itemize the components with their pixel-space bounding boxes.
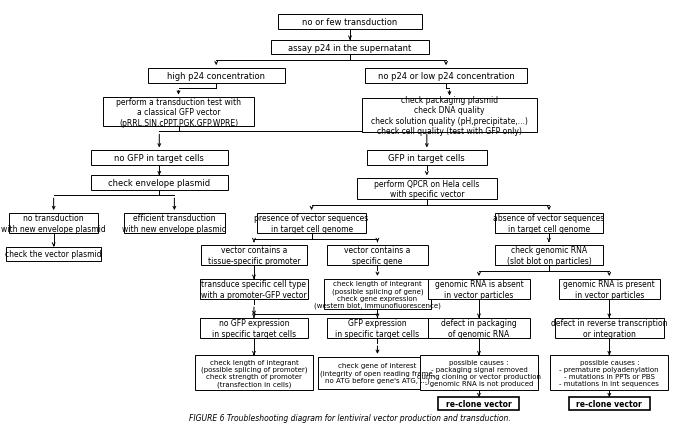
FancyBboxPatch shape [367, 151, 487, 166]
Text: no GFP expression
in specific target cells: no GFP expression in specific target cel… [212, 319, 296, 338]
FancyBboxPatch shape [327, 318, 428, 338]
FancyBboxPatch shape [6, 247, 101, 261]
FancyBboxPatch shape [555, 318, 664, 338]
Text: vector contains a
specific gene: vector contains a specific gene [344, 246, 411, 265]
FancyBboxPatch shape [569, 397, 650, 410]
Text: possible causes :
- premature polyadenylation
- mutations in PPTs or PBS
- mutat: possible causes : - premature polyadenyl… [559, 359, 659, 386]
Text: perform QPCR on Hela cells
with specific vector: perform QPCR on Hela cells with specific… [374, 180, 480, 199]
FancyBboxPatch shape [365, 69, 526, 83]
FancyBboxPatch shape [428, 279, 530, 300]
Text: check genomic RNA
(slot blot on particles): check genomic RNA (slot blot on particle… [507, 246, 592, 265]
FancyBboxPatch shape [91, 151, 228, 166]
FancyBboxPatch shape [495, 245, 603, 266]
FancyBboxPatch shape [495, 213, 603, 234]
FancyBboxPatch shape [278, 15, 422, 30]
FancyBboxPatch shape [124, 213, 225, 234]
Text: assay p24 in the supernatant: assay p24 in the supernatant [288, 43, 412, 52]
Text: no transduction
with new envelope plasmid: no transduction with new envelope plasmi… [1, 214, 106, 233]
FancyBboxPatch shape [356, 179, 497, 200]
Text: check the vector plasmid: check the vector plasmid [6, 250, 102, 259]
FancyBboxPatch shape [438, 397, 519, 410]
Text: check envelope plasmid: check envelope plasmid [108, 179, 211, 188]
FancyBboxPatch shape [559, 279, 660, 300]
Text: genomic RNA is absent
in vector particles: genomic RNA is absent in vector particle… [435, 280, 524, 299]
Text: GFP in target cells: GFP in target cells [389, 154, 466, 163]
FancyBboxPatch shape [327, 245, 428, 266]
Text: GFP expression
in specific target cells: GFP expression in specific target cells [335, 319, 419, 338]
FancyBboxPatch shape [550, 356, 668, 390]
FancyBboxPatch shape [91, 176, 228, 190]
FancyBboxPatch shape [428, 318, 530, 338]
FancyBboxPatch shape [420, 356, 538, 390]
FancyBboxPatch shape [9, 213, 98, 234]
FancyBboxPatch shape [362, 99, 537, 132]
FancyBboxPatch shape [324, 279, 430, 310]
Text: genomic RNA is present
in vector particles: genomic RNA is present in vector particl… [564, 280, 655, 299]
Text: defect in reverse transcription
or integration: defect in reverse transcription or integ… [551, 319, 668, 338]
Text: check gene of interest
(integrity of open reading frame,
no ATG before gene's AT: check gene of interest (integrity of ope… [320, 362, 435, 383]
FancyBboxPatch shape [201, 245, 307, 266]
Text: no GFP in target cells: no GFP in target cells [114, 154, 204, 163]
Text: no or few transduction: no or few transduction [302, 18, 398, 27]
Text: presence of vector sequences
in target cell genome: presence of vector sequences in target c… [255, 214, 369, 233]
Text: absence of vector sequences
in target cell genome: absence of vector sequences in target ce… [494, 214, 605, 233]
Text: check packaging plasmid
check DNA quality
check solution quality (pH,precipitate: check packaging plasmid check DNA qualit… [371, 96, 528, 136]
Text: efficient transduction
with new envelope plasmid: efficient transduction with new envelope… [122, 214, 227, 233]
Text: perform a transduction test with
a classical GFP vector
(pRRL.SIN.cPPT.PGK.GFP.W: perform a transduction test with a class… [116, 98, 241, 127]
FancyBboxPatch shape [148, 69, 285, 83]
Text: vector contains a
tissue-specific promoter: vector contains a tissue-specific promot… [208, 246, 300, 265]
Text: high p24 concentration: high p24 concentration [167, 72, 265, 81]
FancyBboxPatch shape [103, 98, 254, 127]
Text: possible causes :
- packaging signal removed
during cloning or vector production: possible causes : - packaging signal rem… [417, 359, 541, 386]
Text: re-clone vector: re-clone vector [446, 399, 512, 408]
FancyBboxPatch shape [318, 357, 436, 389]
Text: defect in packaging
of genomic RNA: defect in packaging of genomic RNA [441, 319, 517, 338]
Text: FIGURE 6 Troubleshooting diagram for lentiviral vector production and transducti: FIGURE 6 Troubleshooting diagram for len… [189, 413, 511, 422]
Text: no p24 or low p24 concentration: no p24 or low p24 concentration [378, 72, 514, 81]
Text: re-clone vector: re-clone vector [576, 399, 642, 408]
FancyBboxPatch shape [199, 318, 308, 338]
FancyBboxPatch shape [271, 41, 429, 55]
FancyBboxPatch shape [258, 213, 366, 234]
FancyBboxPatch shape [195, 356, 313, 390]
Text: transduce specific cell type
with a promoter-GFP vector: transduce specific cell type with a prom… [201, 280, 307, 299]
Text: check length of integrant
(possible splicing of gene)
check gene expression
(wes: check length of integrant (possible spli… [314, 280, 441, 308]
Text: check length of integrant
(possible splicing of promoter)
check strength of prom: check length of integrant (possible spli… [201, 359, 307, 387]
FancyBboxPatch shape [199, 279, 308, 300]
